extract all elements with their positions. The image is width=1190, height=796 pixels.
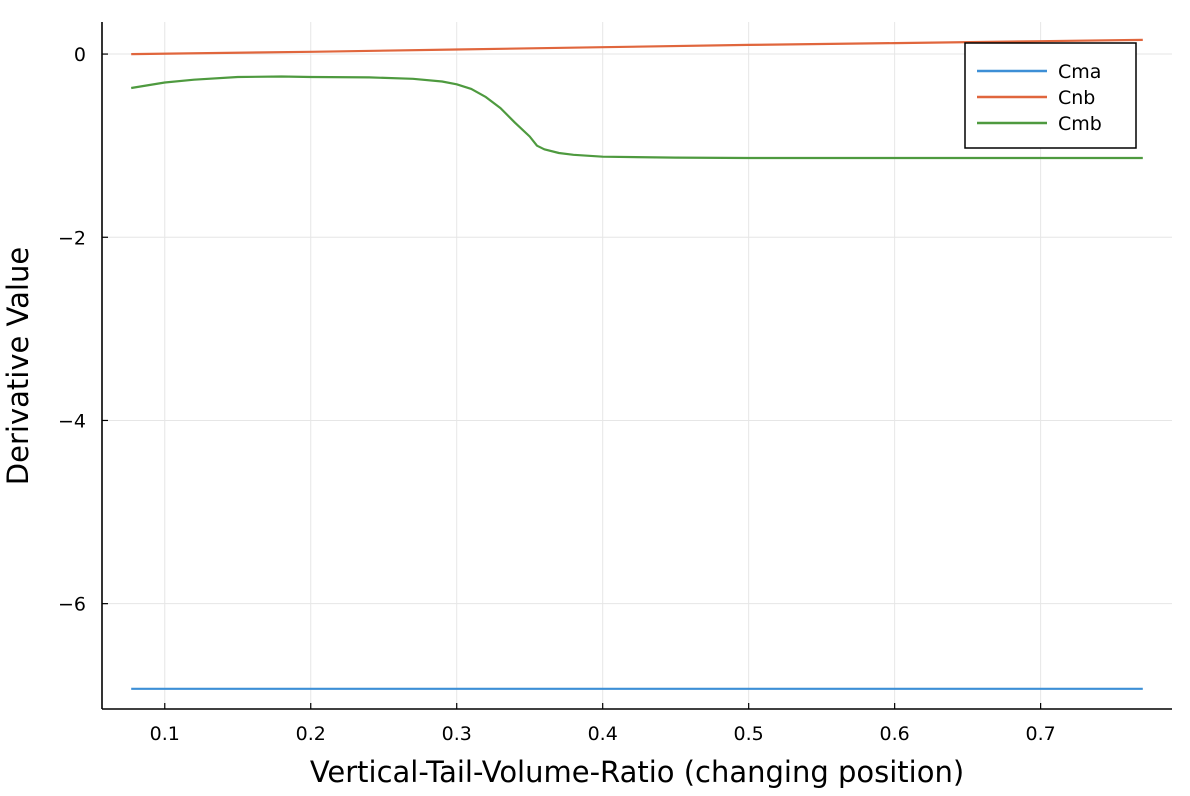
x-axis-title: Vertical-Tail-Volume-Ratio (changing pos… — [310, 755, 964, 789]
legend-label-cnb: Cnb — [1058, 87, 1095, 109]
y-tick-label: −2 — [58, 227, 86, 249]
x-tick-label: 0.5 — [734, 723, 764, 745]
x-tick-label: 0.2 — [296, 723, 326, 745]
tick-labels: 0.1 0.2 0.3 0.4 0.5 0.6 0.7 0 −2 −4 −6 — [58, 44, 1056, 745]
series-line-cnb — [131, 38, 1143, 56]
x-tick-label: 0.4 — [588, 723, 618, 745]
y-tick-label: 0 — [74, 44, 86, 66]
legend-label-cmb: Cmb — [1058, 113, 1102, 135]
axes — [101, 22, 1172, 710]
x-tick-label: 0.3 — [442, 723, 472, 745]
y-axis-title: Derivative Value — [1, 247, 35, 485]
legend-label-cma: Cma — [1058, 61, 1101, 83]
grid — [102, 22, 1172, 709]
y-tick-label: −4 — [58, 410, 86, 432]
x-tick-label: 0.7 — [1026, 723, 1056, 745]
legend: Cma Cnb Cmb — [964, 42, 1137, 149]
series-layer — [131, 38, 1143, 690]
x-tick-label: 0.6 — [880, 723, 910, 745]
y-tick-label: −6 — [58, 594, 86, 616]
series-line-cmb — [131, 75, 1143, 160]
x-tick-label: 0.1 — [150, 723, 180, 745]
legend-box — [964, 42, 1137, 149]
